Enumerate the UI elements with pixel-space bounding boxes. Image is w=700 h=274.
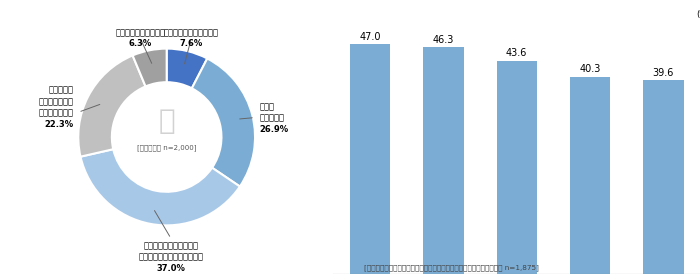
Wedge shape <box>80 149 240 226</box>
Text: ことはあるが、: ことはあるが、 <box>39 97 74 106</box>
Text: 6.3%: 6.3% <box>129 39 152 48</box>
Text: (%): (%) <box>696 10 700 19</box>
Wedge shape <box>167 48 207 88</box>
Text: 内容を: 内容を <box>260 102 274 111</box>
Text: [全体ベース n=2,000]: [全体ベース n=2,000] <box>137 144 197 151</box>
Text: 🔥: 🔥 <box>158 107 175 135</box>
Text: 内容を詳しく知っている: 内容を詳しく知っている <box>164 28 219 37</box>
Wedge shape <box>132 48 167 86</box>
Text: 知っている: 知っている <box>260 114 284 123</box>
Text: 39.6: 39.6 <box>652 68 674 78</box>
Text: 見聞きしたことがない: 見聞きしたことがない <box>116 28 165 37</box>
Text: 22.3%: 22.3% <box>45 120 74 129</box>
Text: 43.6: 43.6 <box>506 48 527 58</box>
Bar <box>424 47 463 274</box>
Text: 37.0%: 37.0% <box>157 264 186 273</box>
Wedge shape <box>192 58 255 187</box>
Wedge shape <box>78 55 146 157</box>
Text: 内容はなんとなく知っている: 内容はなんとなく知っている <box>139 253 204 262</box>
Text: 7.6%: 7.6% <box>180 39 203 48</box>
Text: [都市ガス小売りの全面自由化を少なくとも聞いたことがある人ベース n=1,875]: [都市ガス小売りの全面自由化を少なくとも聞いたことがある人ベース n=1,875… <box>364 264 539 271</box>
Bar <box>570 77 610 274</box>
Text: 26.9%: 26.9% <box>260 125 288 134</box>
Text: 見聞きした: 見聞きした <box>49 85 74 95</box>
Text: 47.0: 47.0 <box>359 32 381 42</box>
Bar <box>496 61 537 274</box>
Text: 内容は知らない: 内容は知らない <box>39 109 74 118</box>
Text: 40.3: 40.3 <box>580 64 601 74</box>
Bar <box>350 44 390 274</box>
Bar <box>643 80 683 274</box>
Text: 46.3: 46.3 <box>433 35 454 45</box>
Text: 見聞きしたことがあり、: 見聞きしたことがあり、 <box>144 241 199 250</box>
